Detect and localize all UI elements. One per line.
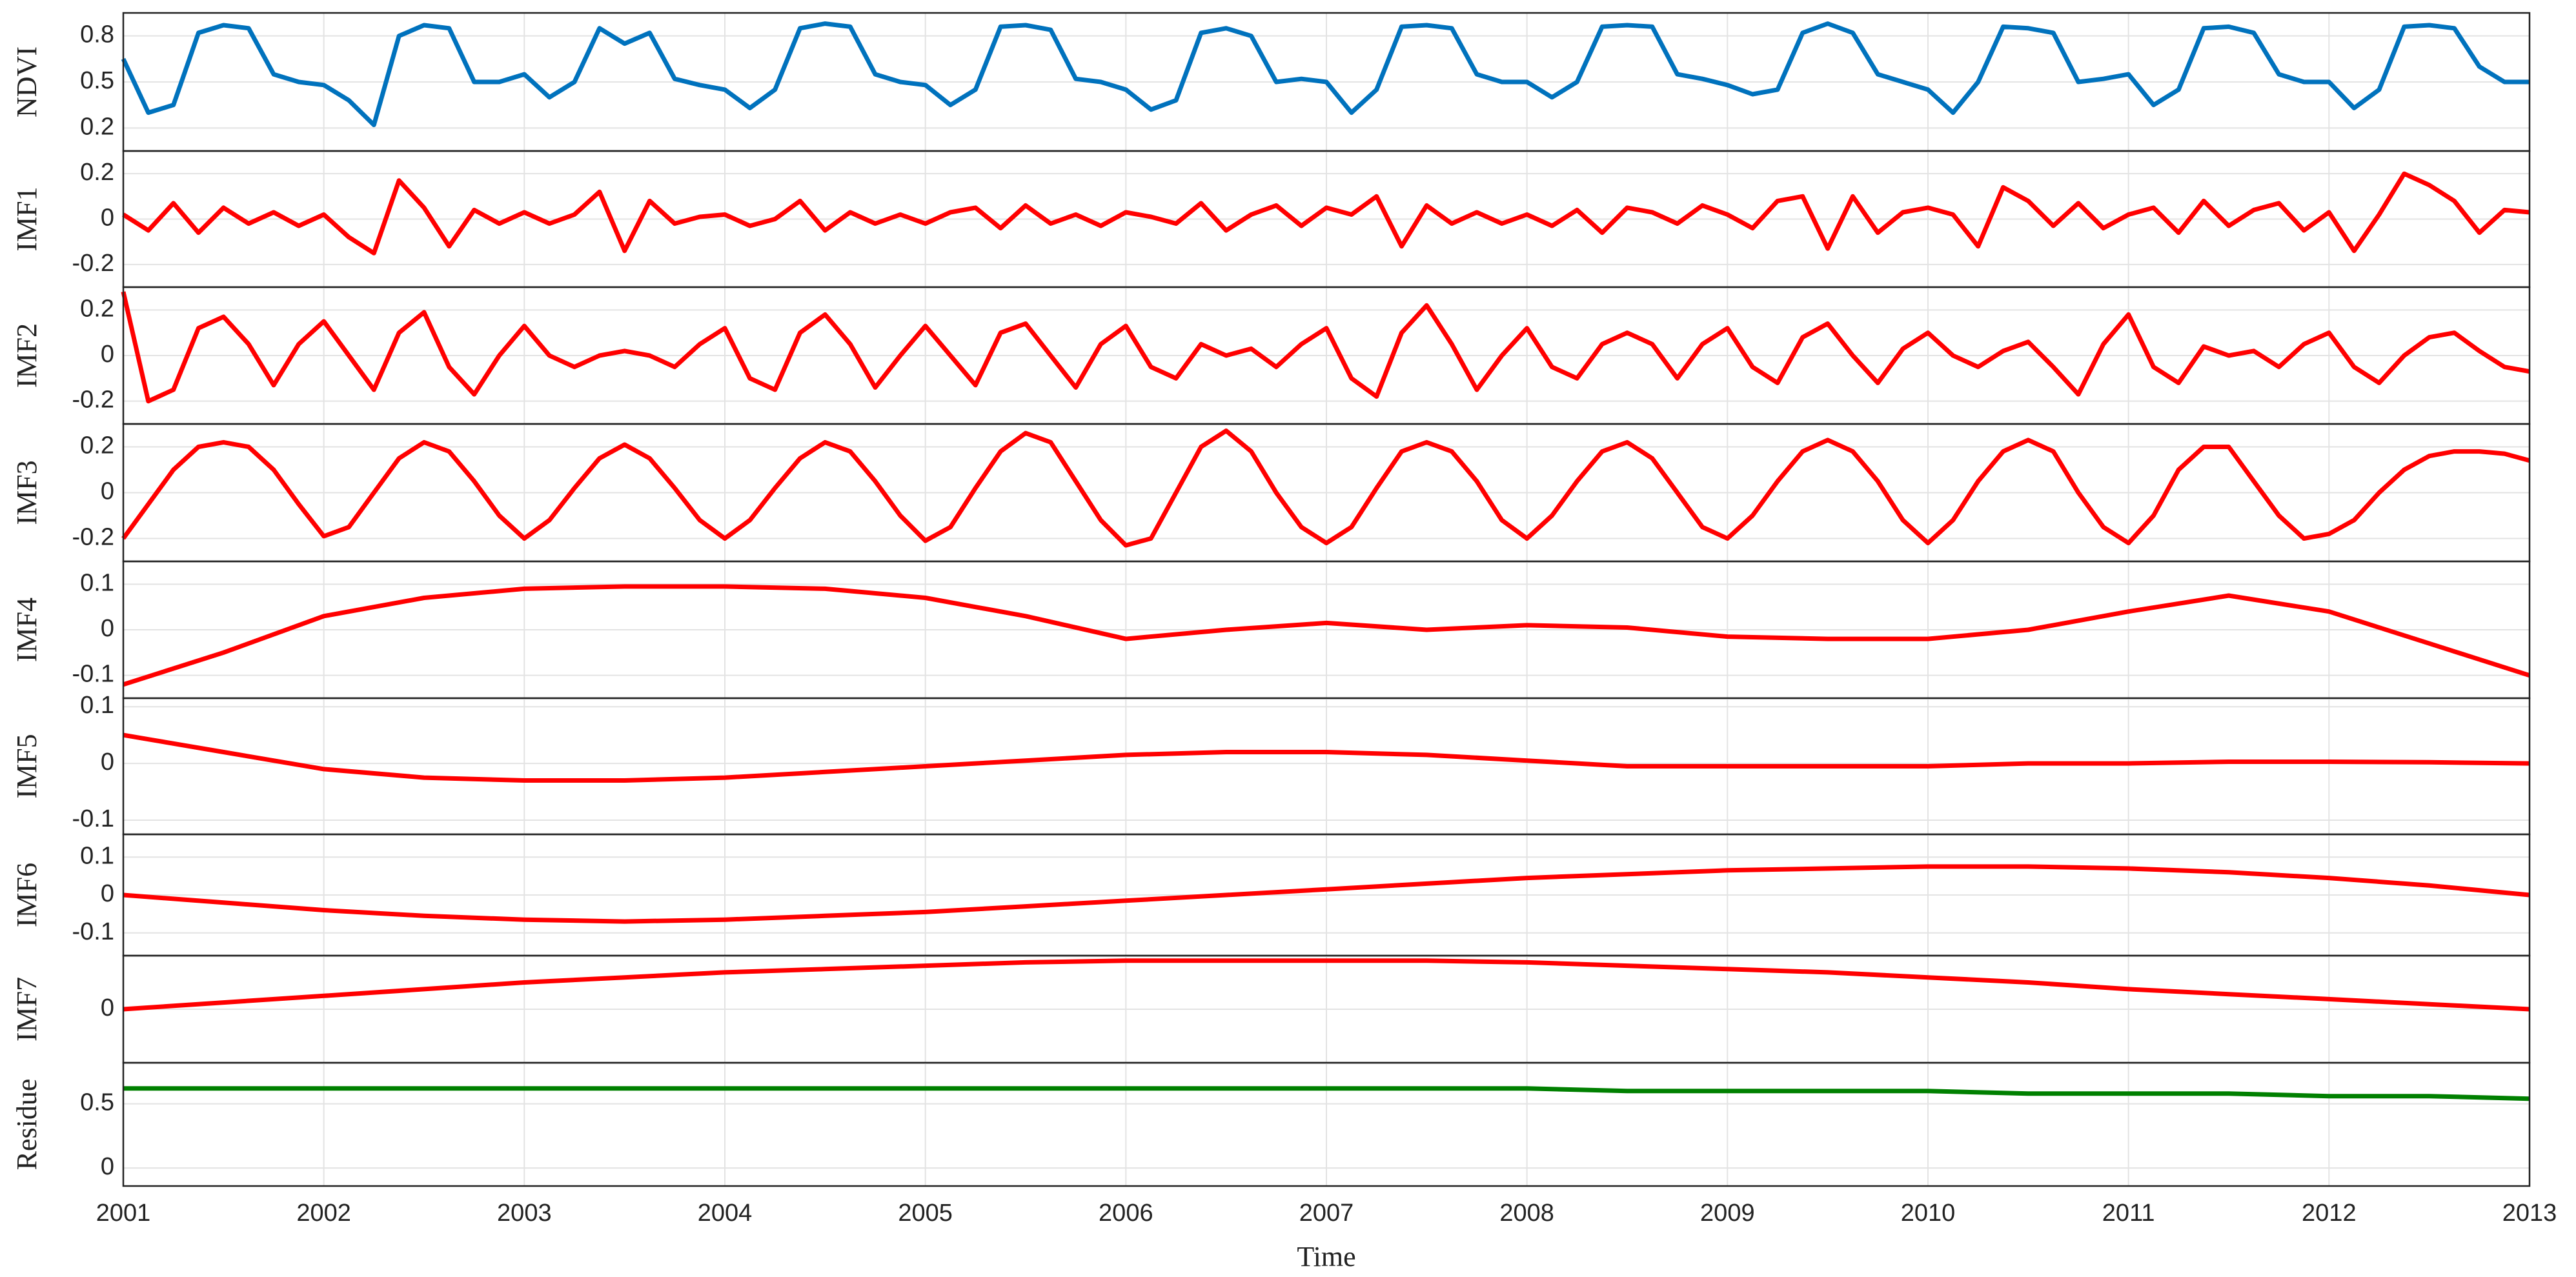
- y-tick-label: 0.5: [80, 1089, 114, 1116]
- y-tick-label: 0.2: [80, 432, 114, 459]
- y-axis-label: IMF1: [11, 186, 43, 251]
- y-tick-label: 0: [101, 994, 114, 1021]
- y-tick-label: -0.1: [72, 918, 114, 945]
- y-axis-label: IMF3: [11, 460, 43, 525]
- y-tick-label: 0.5: [80, 67, 114, 94]
- y-axis-label: NDVI: [11, 46, 43, 117]
- x-tick-label: 2006: [1099, 1200, 1153, 1227]
- data-line: [121, 21, 2530, 128]
- y-tick-label: 0.2: [80, 159, 114, 186]
- y-tick-label: 0.1: [80, 692, 114, 719]
- y-tick-label: 0.2: [80, 113, 114, 140]
- y-axis-label: IMF7: [11, 977, 43, 1041]
- y-tick-label: 0: [101, 880, 114, 907]
- x-axis-label: Time: [1297, 1241, 1355, 1272]
- y-tick-label: 0.1: [80, 842, 114, 869]
- x-tick-label: 2003: [497, 1200, 552, 1227]
- y-tick-label: 0.1: [80, 569, 114, 596]
- data-line: [122, 171, 2530, 256]
- data-line: [123, 1086, 2530, 1101]
- y-tick-label: 0: [101, 1153, 114, 1180]
- y-tick-label: -0.2: [72, 524, 114, 551]
- y-axis-label: IMF5: [11, 734, 43, 798]
- x-tick-label: 2002: [296, 1200, 351, 1227]
- data-line: [123, 732, 2530, 783]
- y-axis-label: Residue: [11, 1079, 43, 1171]
- y-tick-label: 0: [101, 205, 114, 232]
- y-tick-label: 0: [101, 341, 114, 368]
- x-tick-label: 2001: [96, 1200, 151, 1227]
- data-line: [121, 428, 2530, 548]
- y-tick-label: 0: [101, 615, 114, 642]
- y-tick-label: 0: [101, 749, 114, 776]
- y-tick-label: 0.8: [80, 21, 114, 48]
- y-tick-label: -0.1: [72, 805, 114, 832]
- x-tick-label: 2007: [1299, 1200, 1354, 1227]
- y-tick-label: 0.2: [80, 295, 114, 322]
- data-line: [122, 584, 2531, 687]
- x-tick-label: 2009: [1700, 1200, 1755, 1227]
- x-tick-label: 2008: [1499, 1200, 1554, 1227]
- y-axis-label: IMF4: [11, 598, 43, 662]
- x-tick-label: 2013: [2502, 1200, 2557, 1227]
- data-line: [123, 864, 2530, 924]
- x-tick-label: 2010: [1901, 1200, 1956, 1227]
- data-line: [121, 291, 2530, 404]
- y-tick-label: -0.2: [72, 387, 114, 414]
- x-tick-label: 2005: [898, 1200, 953, 1227]
- y-axis-label: IMF2: [11, 323, 43, 388]
- y-tick-label: -0.2: [72, 250, 114, 277]
- panel-frame: [122, 1061, 2531, 1187]
- data-line: [123, 958, 2530, 1012]
- x-tick-label: 2011: [2102, 1200, 2155, 1227]
- y-tick-label: 0: [101, 478, 114, 505]
- x-tick-label: 2012: [2302, 1200, 2357, 1227]
- y-axis-label: IMF6: [11, 863, 43, 927]
- x-tick-label: 2004: [698, 1200, 753, 1227]
- y-tick-label: -0.1: [72, 661, 114, 688]
